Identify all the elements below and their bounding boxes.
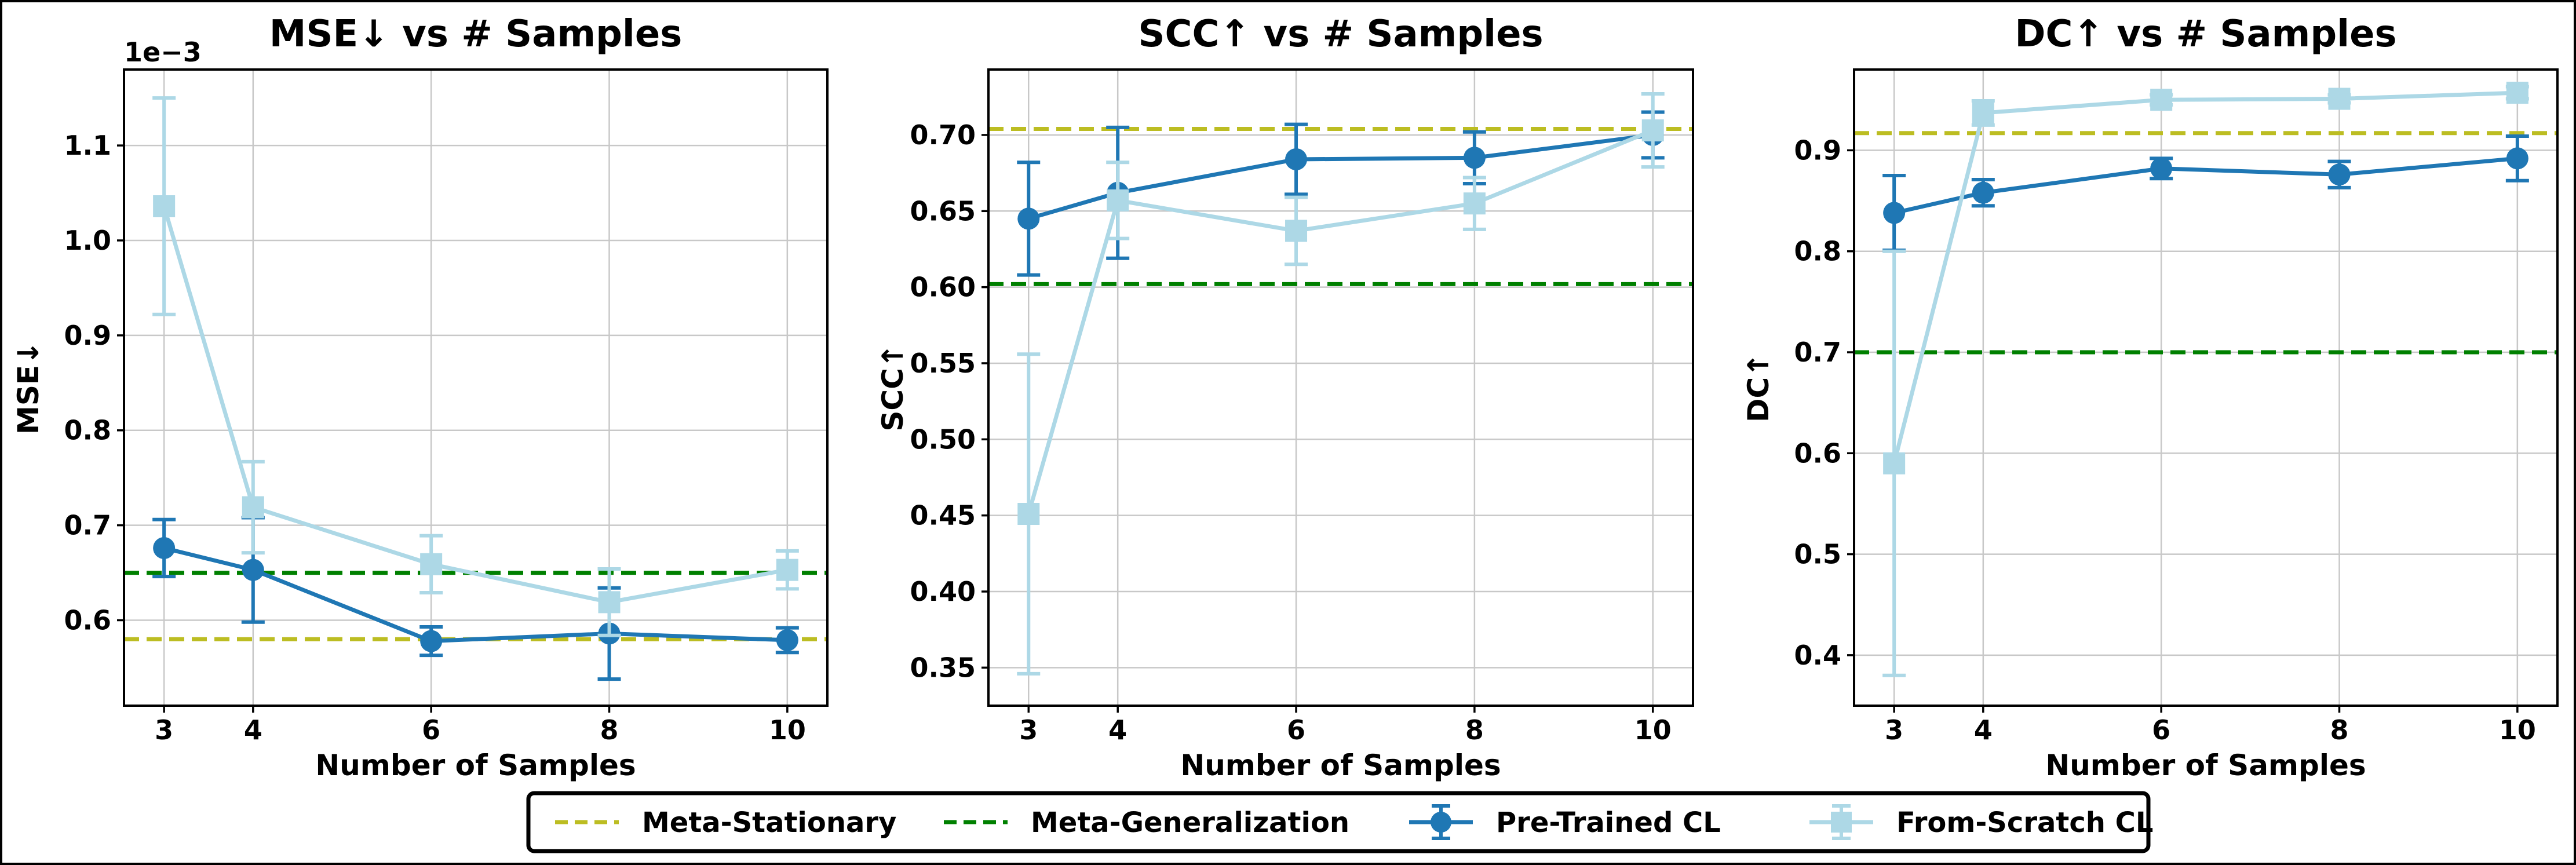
data-point [1642, 119, 1664, 141]
data-point [2329, 163, 2351, 185]
y-tick-label: 1.0 [64, 225, 112, 256]
x-axis-label: Number of Samples [315, 749, 636, 782]
data-point [153, 537, 175, 559]
y-tick-label: 0.8 [64, 415, 112, 446]
x-tick-label: 8 [600, 714, 618, 746]
y-tick-label: 0.7 [1794, 337, 1842, 368]
x-tick-label: 8 [1465, 714, 1484, 746]
data-point [2506, 147, 2528, 169]
y-tick-label: 0.9 [1794, 134, 1842, 166]
data-point [420, 553, 442, 575]
x-tick-label: 10 [1634, 714, 1672, 746]
data-point [420, 630, 442, 652]
y-tick-label: 1.1 [64, 130, 112, 161]
data-point [1972, 102, 1994, 124]
x-tick-label: 8 [2330, 714, 2348, 746]
y-tick-label: 0.4 [1794, 640, 1842, 671]
y-tick-label: 0.55 [910, 348, 976, 379]
chart-title: SCC↑ vs # Samples [1138, 13, 1543, 56]
y-tick-label: 0.9 [64, 320, 112, 351]
data-point [1017, 503, 1039, 525]
data-point [776, 559, 798, 581]
data-point [1972, 182, 1994, 204]
x-axis-label: Number of Samples [2045, 749, 2366, 782]
y-tick-label: 0.6 [1794, 437, 1842, 469]
legend-label: From-Scratch CL [1896, 806, 2153, 839]
y-tick-label: 0.60 [910, 272, 976, 303]
x-tick-label: 6 [2152, 714, 2170, 746]
legend: Meta-Stationary Meta-Generalization Pre-Tr… [528, 793, 2153, 851]
data-point [1017, 207, 1039, 229]
chart-title: DC↑ vs # Samples [2015, 13, 2396, 56]
y-tick-label: 0.35 [910, 652, 976, 683]
y-tick-label: 0.5 [1794, 539, 1842, 570]
x-tick-label: 3 [1019, 714, 1038, 746]
y-tick-label: 0.50 [910, 424, 976, 455]
x-tick-label: 10 [769, 714, 806, 746]
data-point [1107, 189, 1129, 211]
x-tick-label: 6 [1287, 714, 1305, 746]
x-axis-label: Number of Samples [1180, 749, 1501, 782]
chart-title: MSE↓ vs # Samples [269, 13, 683, 56]
y-tick-label: 0.45 [910, 500, 976, 531]
y-axis-label: MSE↓ [12, 341, 45, 435]
y-tick-label: 0.8 [1794, 236, 1842, 267]
y-tick-label: 0.7 [64, 510, 112, 541]
x-tick-label: 4 [244, 714, 262, 746]
data-point [1464, 147, 1486, 169]
x-tick-label: 6 [422, 714, 440, 746]
x-tick-label: 10 [2499, 714, 2536, 746]
data-point [1883, 202, 1905, 224]
data-point [2150, 158, 2172, 180]
data-point [1883, 452, 1905, 475]
y-axis-label: DC↑ [1742, 353, 1775, 422]
y-tick-label: 0.65 [910, 195, 976, 227]
data-point [2329, 88, 2351, 110]
x-tick-label: 3 [155, 714, 173, 746]
data-point [2506, 82, 2528, 104]
y-tick-label: 0.70 [910, 119, 976, 151]
legend-swatch-marker [1831, 812, 1852, 833]
data-point [242, 559, 264, 581]
y-tick-label: 0.6 [64, 605, 112, 636]
legend-label: Pre-Trained CL [1496, 806, 1721, 839]
data-point [153, 195, 175, 217]
y-axis-label: SCC↑ [876, 344, 910, 431]
x-tick-label: 4 [1108, 714, 1127, 746]
data-point [2150, 89, 2172, 111]
data-point [599, 591, 621, 613]
legend-label: Meta-Stationary [642, 806, 896, 839]
data-point [776, 629, 798, 651]
data-point [1285, 220, 1307, 242]
data-point [242, 496, 264, 518]
data-point [1464, 192, 1486, 214]
x-tick-label: 3 [1885, 714, 1903, 746]
x-tick-label: 4 [1974, 714, 1993, 746]
legend-label: Meta-Generalization [1031, 806, 1349, 839]
legend-swatch-marker [1431, 812, 1451, 833]
data-point [1285, 148, 1307, 170]
y-tick-label: 0.40 [910, 576, 976, 607]
scale-multiplier: 1e−3 [124, 37, 202, 68]
